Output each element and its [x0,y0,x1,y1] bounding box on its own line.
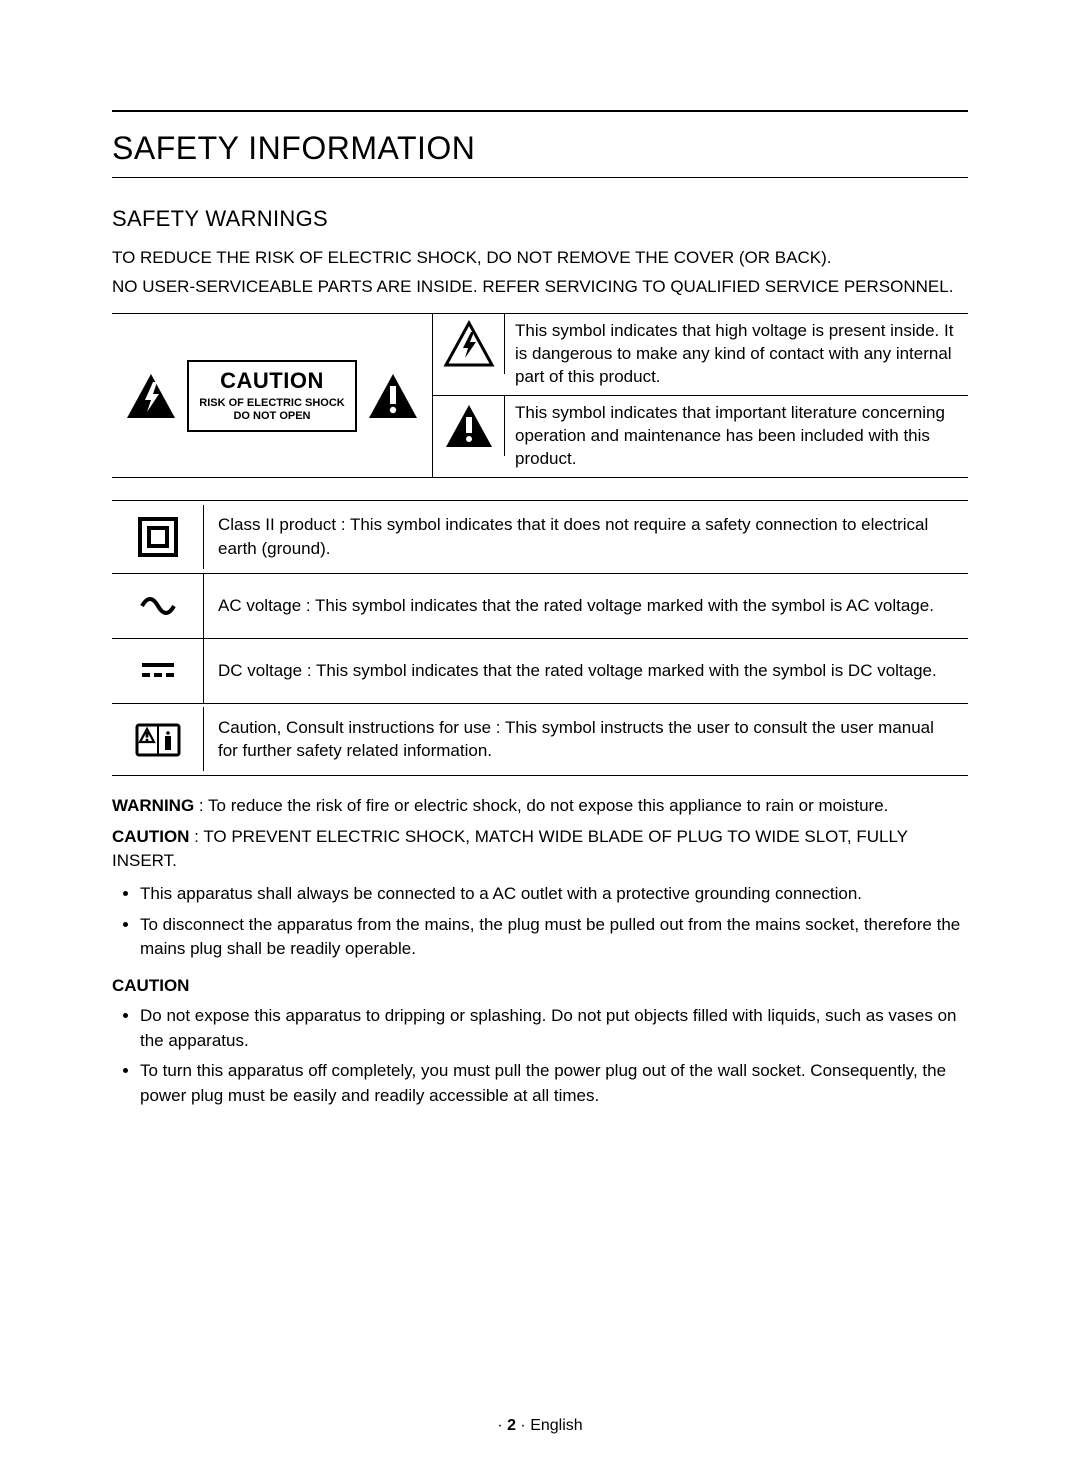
caution-text: : TO PREVENT ELECTRIC SHOCK, MATCH WIDE … [112,827,908,871]
caution-box: CAUTION RISK OF ELECTRIC SHOCK DO NOT OP… [187,360,357,432]
warning-line: WARNING : To reduce the risk of fire or … [112,794,968,819]
bullet-list-2: Do not expose this apparatus to dripping… [112,1004,968,1109]
warning-text: : To reduce the risk of fire or electric… [194,796,888,815]
bullet-2a: Do not expose this apparatus to dripping… [140,1004,968,1053]
caution-label: CAUTION [112,827,189,846]
symbol-row-dc-text: DC voltage : This symbol indicates that … [204,647,968,695]
bullet-1b: To disconnect the apparatus from the mai… [140,913,968,962]
top-rule [112,110,968,112]
bolt-outline-icon [443,320,495,368]
intro-line-2: NO USER-SERVICEABLE PARTS ARE INSIDE. RE… [112,275,968,300]
manual-icon [133,717,183,761]
caution-big: CAUTION [197,368,347,394]
intro-line-1: TO REDUCE THE RISK OF ELECTRIC SHOCK, DO… [112,246,968,271]
caution-panel: CAUTION RISK OF ELECTRIC SHOCK DO NOT OP… [112,314,432,477]
caution-line: CAUTION : TO PREVENT ELECTRIC SHOCK, MAT… [112,825,968,874]
symbol-row-class2-text: Class II product : This symbol indicates… [204,501,968,573]
symbol-note-2: This symbol indicates that important lit… [432,395,968,477]
class2-icon [136,515,180,559]
symbol-row-ac-text: AC voltage : This symbol indicates that … [204,582,968,630]
symbol-table: Class II product : This symbol indicates… [112,500,968,776]
exclamation-fill-icon [443,402,495,450]
symbol-note-2-text: This symbol indicates that important lit… [505,396,968,477]
ac-icon [136,584,180,628]
page-footer: · 2 · English [0,1417,1080,1435]
bolt-triangle-icon [125,370,177,422]
caution-mid: RISK OF ELECTRIC SHOCK [197,397,347,409]
caution-small: DO NOT OPEN [197,410,347,422]
symbol-row-dc: DC voltage : This symbol indicates that … [112,639,968,704]
symbol-note-1-text: This symbol indicates that high voltage … [505,314,968,395]
symbol-note-1: This symbol indicates that high voltage … [432,314,968,395]
exclamation-triangle-icon [367,370,419,422]
warning-block: WARNING : To reduce the risk of fire or … [112,794,968,1108]
symbol-row-manual: Caution, Consult instructions for use : … [112,704,968,776]
bullet-2b: To turn this apparatus off completely, y… [140,1059,968,1108]
bullet-1a: This apparatus shall always be connected… [140,882,968,907]
symbol-row-class2: Class II product : This symbol indicates… [112,501,968,574]
caution-row: CAUTION RISK OF ELECTRIC SHOCK DO NOT OP… [112,314,968,478]
dc-icon [136,649,180,693]
symbol-notes-column: This symbol indicates that high voltage … [432,314,968,477]
section-subhead: SAFETY WARNINGS [112,206,968,232]
symbol-row-ac: AC voltage : This symbol indicates that … [112,574,968,639]
title-underline [112,177,968,178]
symbol-row-manual-text: Caution, Consult instructions for use : … [204,704,968,776]
caution-subhead: CAUTION [112,976,968,996]
page-title: SAFETY INFORMATION [112,130,968,167]
warning-label: WARNING [112,796,194,815]
bullet-list-1: This apparatus shall always be connected… [112,882,968,962]
footer-text: · 2 · English [497,1417,582,1434]
